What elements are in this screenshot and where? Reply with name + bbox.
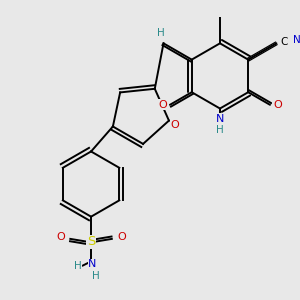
Text: H: H — [157, 28, 164, 38]
Text: H: H — [92, 271, 99, 281]
Text: S: S — [87, 236, 95, 248]
Text: N: N — [216, 114, 224, 124]
Text: O: O — [117, 232, 126, 242]
Text: H: H — [74, 261, 82, 271]
Text: C: C — [280, 37, 287, 47]
Text: H: H — [216, 125, 224, 135]
Text: O: O — [158, 100, 167, 110]
Text: O: O — [56, 232, 65, 242]
Text: O: O — [273, 100, 282, 110]
Text: N: N — [88, 259, 97, 269]
Text: N: N — [293, 35, 300, 45]
Text: O: O — [170, 120, 179, 130]
